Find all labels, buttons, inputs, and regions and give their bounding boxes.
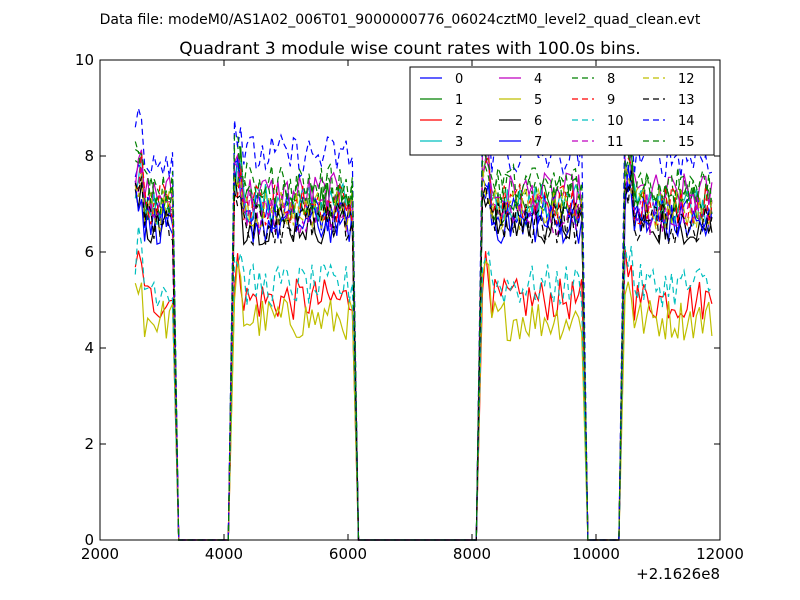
legend-label-13: 13 [678,93,695,108]
series-line-7 [134,159,713,541]
series-line-15 [134,133,712,541]
y-tick-label: 2 [84,435,94,453]
series-line-5 [134,259,713,541]
y-tick-label: 8 [84,147,94,165]
series-line-2 [134,248,713,541]
legend-label-6: 6 [534,114,542,129]
legend-label-8: 8 [607,72,615,87]
legend-label-10: 10 [607,114,624,129]
x-offset-label: +2.1626e8 [636,565,720,583]
legend-label-14: 14 [678,114,695,129]
legend-label-9: 9 [607,93,615,108]
series-line-12 [134,164,713,541]
series-line-8 [134,139,713,541]
x-tick-label: 2000 [81,545,119,563]
legend-label-12: 12 [678,72,695,87]
x-tick-label: 8000 [453,545,491,563]
legend-frame [409,66,715,156]
series-line-13 [134,170,713,541]
series-line-6 [134,171,713,541]
series-line-14 [134,98,713,541]
legend-label-5: 5 [534,93,542,108]
series-line-9 [135,147,713,541]
y-tick-label: 0 [84,531,94,549]
chart-title: Quadrant 3 module wise count rates with … [179,39,640,59]
legend-label-2: 2 [455,114,463,129]
legend-label-15: 15 [678,135,695,150]
x-tick-label: 6000 [329,545,367,563]
y-tick-label: 6 [84,243,94,261]
legend-label-1: 1 [455,93,463,108]
x-tick-label: 4000 [205,545,243,563]
legend-label-0: 0 [455,72,463,87]
legend-label-4: 4 [534,72,542,87]
plot-frame [99,59,721,541]
x-tick-label: 12000 [696,545,744,563]
legend-label-3: 3 [455,135,463,150]
legend-label-11: 11 [607,135,624,150]
series-layer [134,98,713,541]
legend-label-7: 7 [534,135,542,150]
series-line-10 [134,226,713,541]
y-tick-label: 10 [75,51,94,69]
data-file-label: Data file: modeM0/AS1A02_006T01_90000007… [100,12,701,28]
y-tick-label: 4 [84,339,94,357]
x-tick-label: 10000 [572,545,620,563]
